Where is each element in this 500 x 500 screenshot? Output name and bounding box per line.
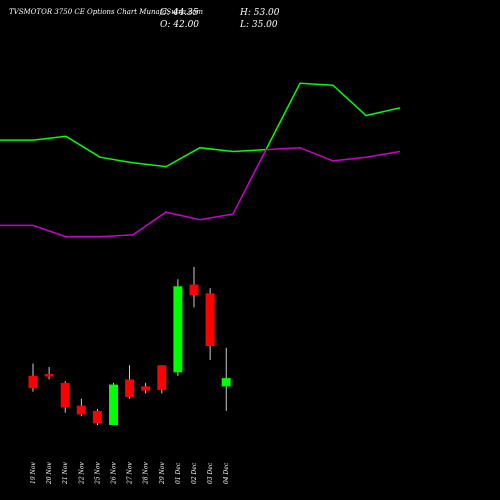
x-tick-label: 19 Nov [30, 462, 37, 484]
high-value: H: 53.00 [240, 8, 280, 18]
candle-body [221, 378, 231, 387]
candle-body [125, 379, 135, 397]
low-value: L: 35.00 [240, 20, 278, 30]
candle-body [92, 410, 102, 424]
x-tick-label: 26 Nov [111, 462, 118, 485]
x-tick-label: 01 Dec [175, 462, 182, 484]
x-tick-label: 29 Nov [159, 462, 166, 485]
candle-body [189, 284, 199, 296]
candle-body [44, 374, 54, 377]
x-tick-label: 02 Dec [191, 462, 198, 484]
indicator-line-0 [0, 82, 401, 168]
candle-body [76, 405, 86, 415]
candle-body [28, 375, 38, 389]
x-tick-label: 28 Nov [143, 462, 150, 485]
x-tick-label: 27 Nov [127, 462, 134, 485]
x-tick-label: 20 Nov [46, 462, 53, 485]
chart-title: TVSMOTOR 3750 CE Options Chart MunafaSut… [9, 8, 204, 16]
x-tick-label: 22 Nov [78, 462, 85, 485]
candle-body [141, 386, 151, 391]
candle-body [60, 382, 70, 408]
x-tick-label: 03 Dec [207, 462, 214, 484]
indicator-line-1 [0, 146, 401, 238]
candle-body [157, 365, 167, 390]
close-value: C: 44.35 [160, 8, 199, 18]
candle-body [109, 384, 118, 425]
x-tick-label: 21 Nov [62, 462, 69, 485]
candle-body [173, 286, 183, 373]
x-tick-label: 25 Nov [94, 462, 101, 485]
candle-body [205, 293, 215, 346]
x-tick-label: 04 Dec [223, 462, 230, 484]
open-value: O: 42.00 [160, 20, 200, 30]
